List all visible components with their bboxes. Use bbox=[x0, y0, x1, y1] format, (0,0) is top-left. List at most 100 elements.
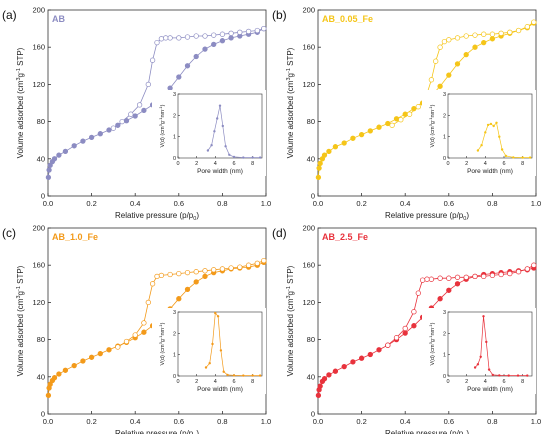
sample-label: AB_0.05_Fe bbox=[322, 14, 373, 24]
desorption-point bbox=[402, 325, 408, 332]
adsorption-point bbox=[46, 167, 52, 173]
inset-y-axis-label: V(d) (cm3g-1nm-1) bbox=[158, 104, 166, 147]
adsorption-point bbox=[376, 347, 382, 353]
adsorption-point bbox=[71, 362, 77, 369]
inset-y-tick-label: 0 bbox=[443, 374, 446, 380]
adsorption-point bbox=[202, 46, 208, 52]
inset-y-tick-label: 0 bbox=[173, 374, 176, 380]
inset-y-axis-label: V(d) (cm3g-1nm-1) bbox=[428, 322, 436, 365]
adsorption-point bbox=[211, 41, 217, 48]
x-axis-label: Relative pressure (p/p0) bbox=[115, 211, 199, 222]
adsorption-point bbox=[446, 72, 452, 78]
desorption-point bbox=[454, 35, 461, 41]
inset-point bbox=[206, 149, 210, 152]
y-tick-label: 80 bbox=[307, 117, 315, 126]
inset-x-tick-label: 8 bbox=[521, 161, 524, 167]
inset-point bbox=[476, 149, 480, 152]
panel-b: 0.0 0.2 0.4 0.6 0.8 1.004080120160200Relative… bbox=[272, 6, 541, 223]
desorption-point bbox=[141, 320, 147, 326]
inset-point bbox=[486, 123, 490, 127]
inset-line bbox=[205, 312, 261, 376]
inset-point bbox=[232, 374, 236, 377]
inset-x-tick-label: 8 bbox=[251, 161, 254, 167]
x-axis-label: Relative pressure (p/p0) bbox=[115, 429, 199, 434]
inset-point bbox=[485, 340, 488, 344]
adsorption-point bbox=[367, 351, 373, 358]
desorption-point bbox=[433, 58, 439, 64]
inset-point bbox=[211, 342, 214, 346]
desorption-point bbox=[136, 102, 143, 108]
x-tick-label: 0.8 bbox=[217, 417, 227, 426]
desorption-point bbox=[463, 274, 469, 280]
adsorption-point bbox=[358, 355, 365, 361]
adsorption-point bbox=[62, 367, 69, 373]
y-tick-label: 120 bbox=[302, 80, 315, 89]
desorption-point bbox=[437, 275, 443, 281]
inset-y-axis-label: V(d) (cm3g-1nm-1) bbox=[428, 104, 436, 147]
y-tick-label: 0 bbox=[311, 192, 315, 201]
adsorption-point bbox=[45, 174, 52, 181]
desorption-point bbox=[202, 268, 208, 274]
adsorption-point bbox=[463, 51, 469, 58]
adsorption-point bbox=[51, 156, 58, 162]
desorption-point bbox=[498, 30, 504, 36]
desorption-point bbox=[158, 36, 165, 42]
x-tick-label: 0.6 bbox=[174, 417, 184, 426]
inset-y-tick-label: 2 bbox=[443, 113, 446, 119]
y-tick-label: 0 bbox=[311, 410, 315, 419]
y-tick-label: 80 bbox=[37, 117, 45, 126]
adsorption-point bbox=[402, 330, 408, 336]
desorption-point bbox=[261, 257, 267, 264]
desorption-point bbox=[132, 332, 138, 338]
panel-d: 0.0 0.2 0.4 0.6 0.8 1.004080120160200Relative… bbox=[272, 224, 541, 434]
inset-point bbox=[516, 374, 520, 377]
inset-x-tick-label: 8 bbox=[251, 379, 254, 385]
sample-label: AB bbox=[52, 14, 65, 24]
y-tick-label: 120 bbox=[32, 80, 45, 89]
desorption-point bbox=[202, 33, 208, 39]
adsorption-point bbox=[193, 279, 199, 285]
x-tick-label: 0.6 bbox=[174, 199, 184, 208]
adsorption-point bbox=[56, 371, 62, 377]
panel-a: 0.0 0.2 0.4 0.6 0.8 1.004080120160200Relative… bbox=[2, 6, 271, 223]
desorption-point bbox=[176, 270, 182, 277]
inset-point bbox=[258, 156, 262, 159]
inset-point bbox=[504, 154, 508, 158]
inset-point bbox=[216, 315, 220, 318]
inset-y-tick-label: 1 bbox=[443, 353, 446, 359]
adsorption-point bbox=[321, 152, 328, 158]
desorption-point bbox=[254, 27, 260, 34]
x-tick-label: 0.4 bbox=[130, 417, 140, 426]
adsorption-point bbox=[51, 375, 58, 381]
sample-label: AB_2.5_Fe bbox=[322, 232, 368, 242]
x-tick-label: 0.2 bbox=[356, 417, 366, 426]
inset-point bbox=[258, 374, 262, 377]
adsorption-point bbox=[358, 131, 365, 138]
inset-point bbox=[479, 355, 482, 358]
desorption-point bbox=[507, 270, 513, 277]
inset-point bbox=[507, 374, 510, 377]
panel-label: (d) bbox=[272, 226, 287, 240]
desorption-point bbox=[507, 29, 513, 35]
inset-background bbox=[152, 308, 266, 394]
desorption-point bbox=[441, 38, 448, 45]
adsorption-point bbox=[176, 296, 182, 302]
y-tick-label: 120 bbox=[32, 298, 45, 307]
x-tick-label: 0.2 bbox=[86, 199, 96, 208]
inset-y-tick-label: 3 bbox=[443, 310, 446, 316]
inset-point bbox=[526, 374, 529, 377]
y-tick-label: 200 bbox=[32, 6, 45, 15]
adsorption-point bbox=[132, 113, 138, 119]
desorption-point bbox=[411, 309, 417, 315]
adsorption-point bbox=[80, 138, 86, 144]
adsorption-point bbox=[326, 148, 332, 155]
sample-label: AB_1.0_Fe bbox=[52, 232, 98, 242]
inset-point bbox=[221, 124, 224, 128]
desorption-point bbox=[128, 111, 134, 117]
inset-frame bbox=[447, 311, 533, 377]
desorption-point bbox=[472, 273, 478, 280]
inset-x-tick-label: 6 bbox=[502, 379, 505, 385]
inset-x-tick-label: 2 bbox=[195, 379, 198, 385]
adsorption-point bbox=[184, 63, 191, 69]
